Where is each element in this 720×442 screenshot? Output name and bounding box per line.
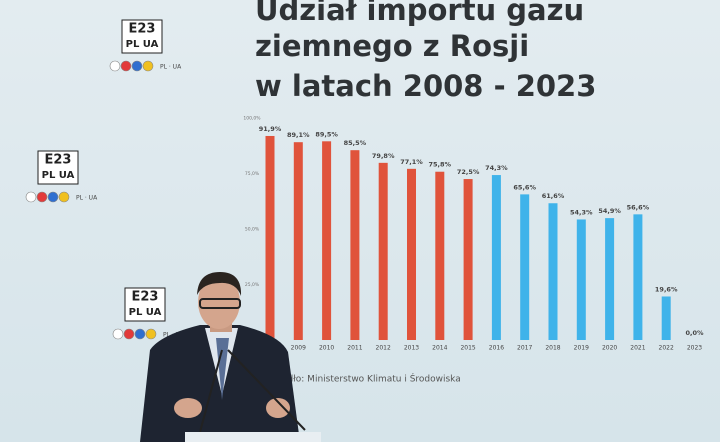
x-tick-label: 2021: [630, 345, 645, 352]
value-label: 54,9%: [598, 207, 621, 215]
logo-country: PL UA: [129, 307, 162, 318]
x-tick-label: 2017: [517, 345, 532, 352]
bar: [407, 168, 416, 340]
bar: [548, 203, 558, 340]
value-label: 61,6%: [542, 192, 565, 200]
value-label: 56,6%: [627, 203, 650, 211]
bar: [265, 135, 275, 340]
value-label: 0,0%: [685, 329, 704, 337]
logo-dot: [123, 328, 135, 340]
logo-mark: E23: [129, 22, 156, 37]
x-tick-label: 2014: [432, 345, 447, 352]
x-tick-label: 2009: [291, 345, 306, 352]
x-tick-label: 2023: [687, 345, 702, 352]
value-label: 79,8%: [372, 152, 395, 160]
chart-title: ziemnego z Rosji: [255, 29, 529, 63]
y-tick-label: 25,0%: [245, 282, 260, 288]
y-tick-label: 100,0%: [243, 116, 261, 122]
bar: [293, 142, 303, 340]
x-tick-label: 2013: [404, 345, 419, 352]
value-label: 89,5%: [315, 130, 338, 138]
logo-dot: [109, 60, 121, 72]
value-label: 72,5%: [457, 168, 480, 176]
logo-dot: [134, 328, 146, 340]
logo-tagline: PL · UA: [160, 64, 182, 71]
logo-dot: [25, 191, 37, 203]
x-tick-label: 2012: [376, 345, 391, 352]
x-tick-label: 2015: [460, 345, 475, 352]
bar: [491, 175, 501, 340]
value-label: 85,5%: [344, 139, 367, 147]
y-tick-label: 75,0%: [245, 171, 260, 177]
value-label: 89,1%: [287, 131, 310, 139]
logo-country: PL UA: [42, 170, 75, 181]
chart-title: w latach 2008 - 2023: [255, 69, 596, 103]
logo-dot: [145, 328, 157, 340]
bar: [350, 150, 360, 340]
bar: [520, 194, 530, 340]
logo-dot: [58, 191, 70, 203]
bar: [661, 296, 671, 340]
x-tick-label: 2018: [545, 345, 560, 352]
speaker: [140, 272, 321, 442]
source-note: ódło: Ministerstwo Klimatu i Środowiska: [282, 373, 461, 385]
logo-dot: [142, 60, 154, 72]
x-tick-label: 2011: [347, 345, 362, 352]
bar: [576, 219, 586, 340]
x-tick-label: 2022: [659, 345, 674, 352]
logo-mark: E23: [45, 153, 72, 168]
value-label: 75,8%: [429, 161, 452, 169]
value-label: 65,6%: [513, 183, 536, 191]
bar: [435, 171, 445, 340]
x-tick-label: 2019: [574, 345, 589, 352]
logo-dot: [131, 60, 143, 72]
value-label: 19,6%: [655, 285, 678, 293]
value-label: 91,9%: [259, 125, 282, 133]
value-label: 77,1%: [400, 158, 423, 166]
y-tick-label: 50,0%: [245, 227, 260, 233]
bar: [322, 141, 332, 340]
logo-dot: [36, 191, 48, 203]
value-label: 74,3%: [485, 164, 508, 172]
logo-box: [37, 150, 79, 185]
chart-title: Udział importu gazu: [255, 0, 584, 27]
logo-dot: [120, 60, 132, 72]
x-tick-label: 2020: [602, 345, 617, 352]
x-tick-label: 2016: [489, 345, 504, 352]
bar: [463, 179, 473, 340]
logo-tagline: PL · UA: [76, 195, 98, 202]
logo-dot: [112, 328, 124, 340]
logo-country: PL UA: [126, 39, 159, 50]
bar: [633, 214, 643, 340]
x-tick-label: 2010: [319, 345, 334, 352]
logo-mark: E23: [132, 290, 159, 305]
bar: [378, 162, 388, 340]
logo-box: [121, 19, 163, 54]
bar: [605, 218, 615, 340]
value-label: 54,3%: [570, 208, 593, 216]
logo-dot: [47, 191, 59, 203]
logo-box: [124, 287, 166, 322]
